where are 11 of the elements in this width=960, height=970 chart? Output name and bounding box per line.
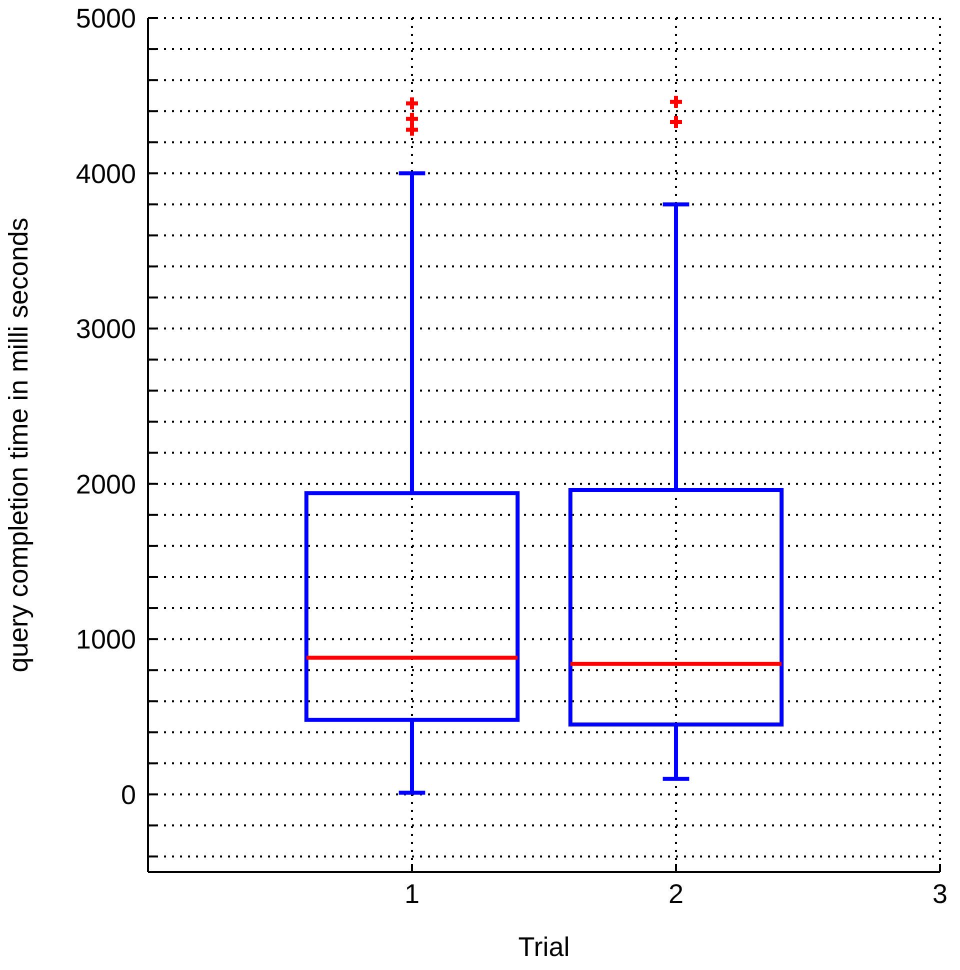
x-tick-label: 2 xyxy=(668,879,684,910)
y-tick-label: 1000 xyxy=(76,624,136,655)
x-tick-label: 3 xyxy=(932,879,948,910)
x-axis-title: Trial xyxy=(518,932,570,962)
y-tick-label: 3000 xyxy=(76,314,136,344)
y-tick-label: 2000 xyxy=(76,469,136,500)
y-tick-label: 0 xyxy=(120,780,136,810)
y-tick-label: 4000 xyxy=(76,158,136,189)
x-tick-label: 1 xyxy=(404,879,420,910)
y-axis-title: query completion time in milli seconds xyxy=(4,218,34,672)
y-tick-label: 5000 xyxy=(76,4,136,34)
